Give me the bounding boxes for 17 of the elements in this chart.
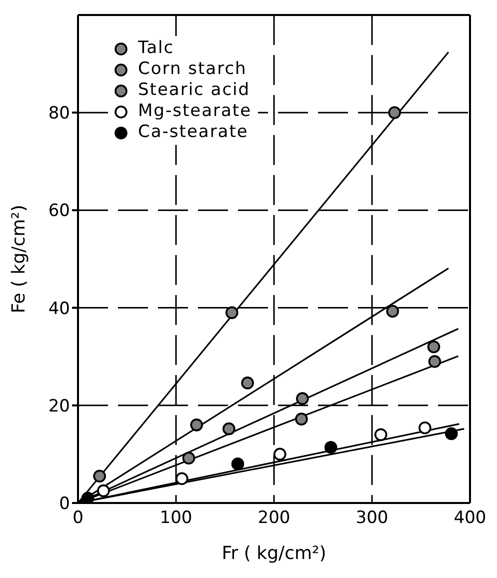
legend-label: Talc (138, 38, 174, 59)
y-tick-label: 60 (48, 201, 70, 222)
y-tick-label: 80 (48, 104, 70, 124)
x-axis-title: Fr ( kg/cm²) (222, 543, 326, 564)
x-tick-label: 100 (160, 508, 192, 528)
x-tick-label: 0 (72, 508, 84, 528)
legend-label: Corn starch (138, 59, 247, 80)
y-axis-title: Fe ( kg/cm²) (8, 204, 30, 314)
y-tick-label: 20 (48, 396, 70, 416)
y-tick-label: 40 (48, 298, 70, 319)
x-tick-label: 200 (258, 508, 290, 528)
x-tick-label: 400 (454, 508, 486, 528)
x-tick-label: 300 (356, 508, 388, 528)
legend-label: Stearic acid (138, 80, 250, 101)
y-tick-label: 0 (59, 494, 70, 514)
legend-label: Mg-stearate (138, 101, 252, 122)
legend-label: Ca-stearate (138, 122, 248, 143)
